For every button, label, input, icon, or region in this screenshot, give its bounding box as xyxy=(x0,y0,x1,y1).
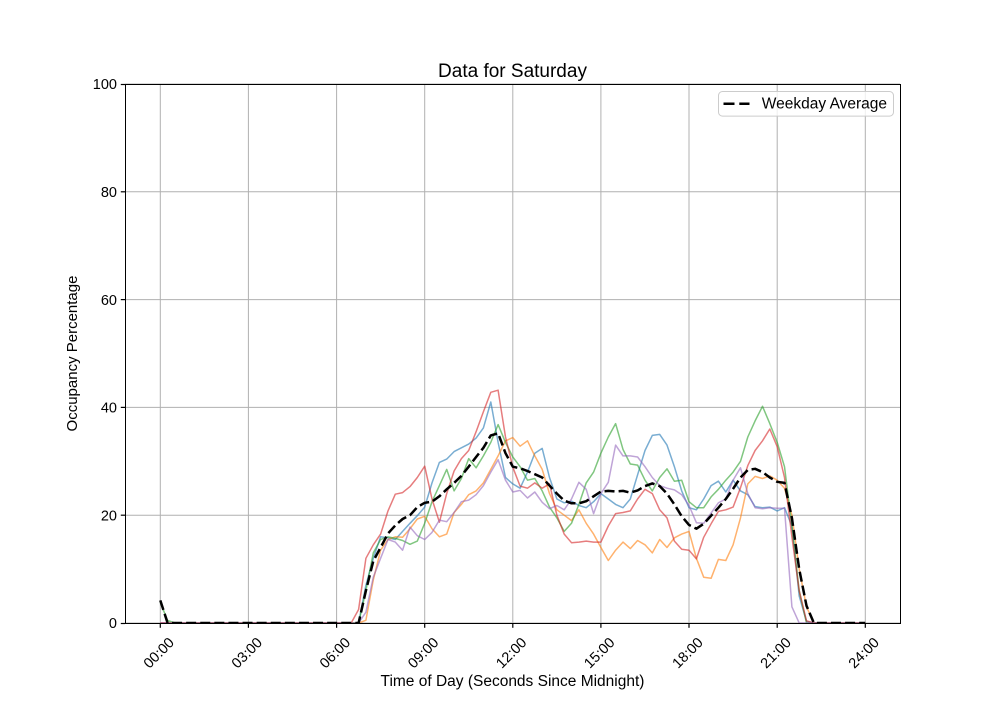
svg-text:80: 80 xyxy=(101,185,117,201)
svg-text:60: 60 xyxy=(101,293,117,309)
svg-text:Time of Day (Seconds Since Mid: Time of Day (Seconds Since Midnight) xyxy=(381,673,645,690)
svg-text:0: 0 xyxy=(109,616,117,632)
svg-text:20: 20 xyxy=(101,508,117,524)
svg-text:40: 40 xyxy=(101,401,117,417)
svg-text:Weekday Average: Weekday Average xyxy=(762,96,887,113)
svg-text:100: 100 xyxy=(93,77,117,93)
svg-text:Occupancy Percentage: Occupancy Percentage xyxy=(64,276,81,432)
svg-text:Data for Saturday: Data for Saturday xyxy=(438,61,587,82)
